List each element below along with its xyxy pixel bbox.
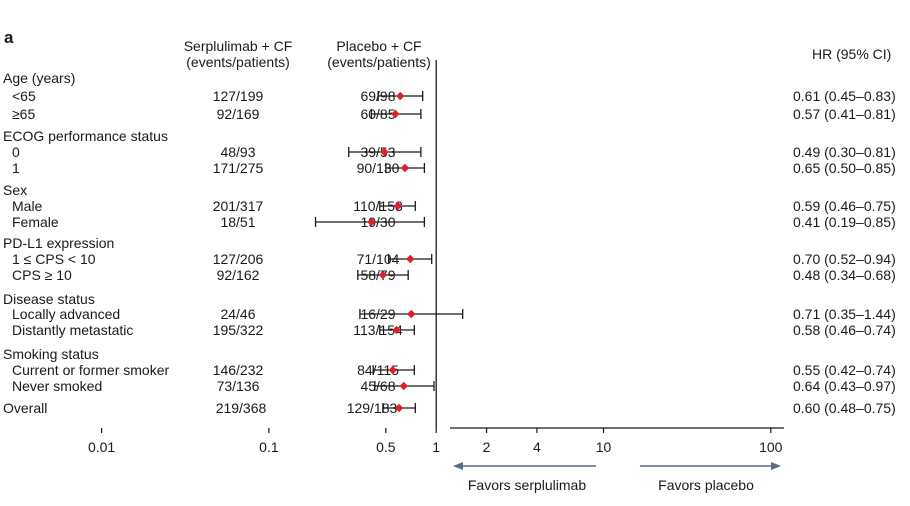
favors-right-arrow-head [771,462,781,470]
subgroup-label: ≥65 [12,106,36,122]
subgroup-header: Smoking status [3,346,99,362]
favors-serplulimab-label: Favors serplulimab [468,477,586,493]
favors-placebo-label: Favors placebo [658,477,754,493]
subgroup-label: Female [12,214,59,230]
subgroup-header: ECOG performance status [3,128,168,144]
subgroup-header: PD-L1 expression [3,235,115,251]
x-tick-label: 0.1 [259,439,279,455]
serplulimab-count: 92/162 [216,267,260,283]
hr-point [407,309,416,319]
hr-point [406,254,415,264]
serplulimab-column-header: Serplulimab + CF (events/patients) [168,38,308,70]
hr-ci-text: 0.59 (0.46–0.75) [793,198,896,214]
subgroup-label: Distantly metastatic [12,322,134,338]
hr-column-header: HR (95% CI) [812,46,892,62]
placebo-count: 129/183 [346,400,398,416]
hr-ci-text: 0.71 (0.35–1.44) [793,306,896,322]
subgroup-header: Sex [3,182,28,198]
hr-point [394,403,404,413]
placebo-count: 113/154 [353,322,403,338]
subgroup-label: Locally advanced [12,306,121,322]
subgroup-header: Disease status [3,291,95,307]
hr-ci-text: 0.64 (0.43–0.97) [793,378,896,394]
serplulimab-count: 195/322 [212,322,264,338]
serplulimab-header-line1: Serplulimab + CF [183,38,293,54]
x-tick-label: 0.5 [376,439,396,455]
x-tick-label: 0.01 [88,439,115,455]
hr-ci-text: 0.48 (0.34–0.68) [793,267,896,283]
serplulimab-count: 24/46 [220,306,256,322]
hr-ci-text: 0.41 (0.19–0.85) [793,214,896,230]
panel-letter: a [4,28,14,47]
hr-point [367,217,376,227]
hr-ci-text: 0.60 (0.48–0.75) [793,400,896,416]
hr-point [388,365,397,375]
hr-ci-text: 0.65 (0.50–0.85) [793,160,896,176]
hr-ci-text: 0.57 (0.41–0.81) [793,106,896,122]
hr-point [400,163,410,173]
serplulimab-count: 18/51 [220,214,256,230]
placebo-header-line2: (events/patients) [327,54,431,70]
hr-point [391,109,400,119]
favors-left-arrow-head [453,462,463,470]
x-tick-label: 2 [483,439,491,455]
x-tick-label: 10 [596,439,612,455]
placebo-header-line1: Placebo + CF [336,38,422,54]
subgroup-label: Current or former smoker [12,362,170,378]
serplulimab-count: 127/199 [212,88,264,104]
x-tick-label: 4 [533,439,541,455]
hr-point [396,91,405,101]
serplulimab-count: 127/206 [212,251,264,267]
placebo-count: 90/130 [356,160,400,176]
overall-label: Overall [3,400,48,416]
serplulimab-count: 201/317 [212,198,264,214]
hr-ci-text: 0.70 (0.52–0.94) [793,251,896,267]
hr-ci-text: 0.55 (0.42–0.74) [793,362,896,378]
hr-point [393,201,403,211]
hr-point [392,325,401,335]
serplulimab-count: 219/368 [215,400,267,416]
serplulimab-count: 48/93 [220,144,256,160]
hr-ci-text: 0.49 (0.30–0.81) [793,144,896,160]
serplulimab-count: 171/275 [212,160,264,176]
subgroup-label: 0 [12,144,20,160]
serplulimab-count: 73/136 [216,378,260,394]
subgroup-label: Male [12,198,43,214]
subgroup-label: 1 [12,160,20,176]
serplulimab-count: 92/169 [216,106,260,122]
hr-ci-text: 0.61 (0.45–0.83) [793,88,896,104]
x-tick-label: 1 [432,439,440,455]
subgroup-header: Age (years) [3,70,76,86]
placebo-column-header: Placebo + CF (events/patients) [314,38,444,70]
serplulimab-header-line2: (events/patients) [186,54,290,70]
serplulimab-count: 146/232 [212,362,264,378]
x-tick-label: 100 [759,439,783,455]
subgroup-label: Never smoked [12,378,103,394]
subgroup-label: 1 ≤ CPS < 10 [12,251,96,267]
subgroup-label: <65 [12,88,36,104]
hr-point [378,270,388,280]
placebo-count: 110/153 [353,198,403,214]
hr-ci-text: 0.58 (0.46–0.74) [793,322,896,338]
hr-point [399,381,408,391]
hr-point [380,147,389,157]
subgroup-label: CPS ≥ 10 [12,267,72,283]
